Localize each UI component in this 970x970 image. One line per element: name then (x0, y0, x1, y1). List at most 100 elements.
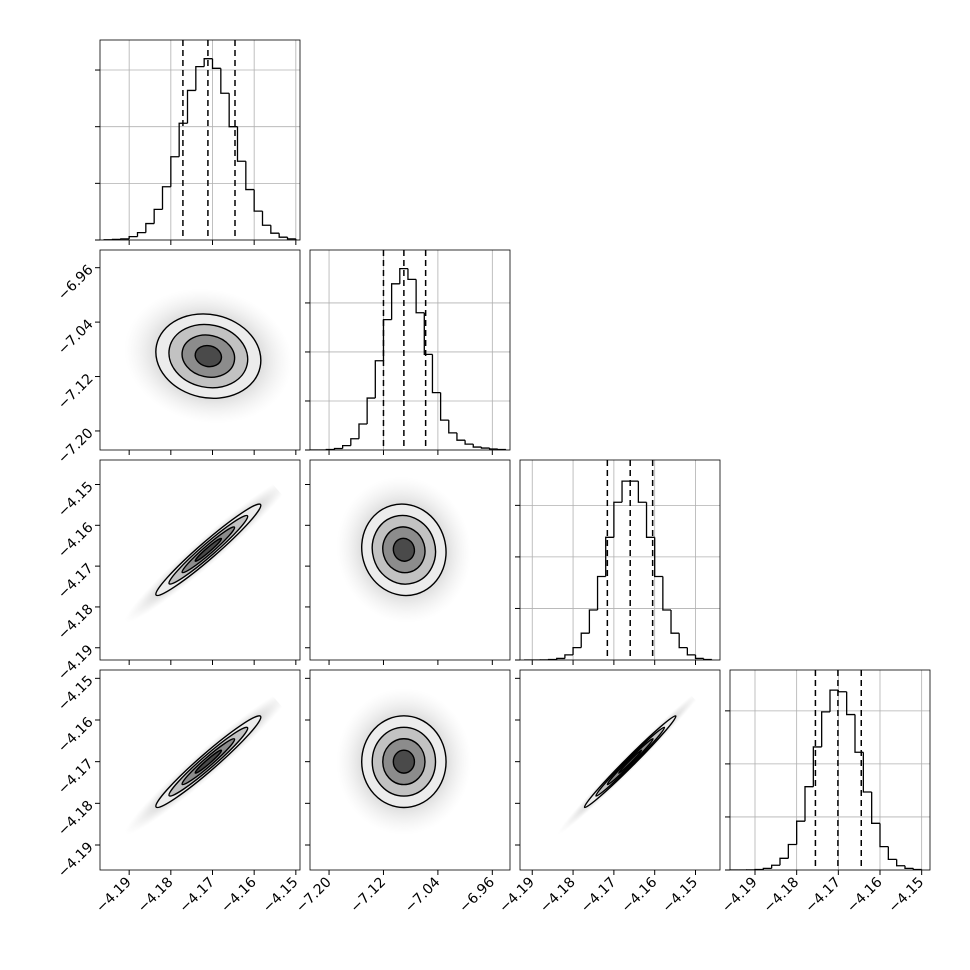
panel-frame (729, 669, 931, 871)
x-tick-label: −4.18 (761, 874, 803, 916)
histogram-bin (605, 536, 614, 577)
histogram-bin (637, 481, 647, 503)
histogram-bin (415, 279, 425, 314)
histogram-bin (480, 447, 490, 449)
histogram-bin (203, 58, 213, 67)
y-tick-label: −4.17 (55, 756, 97, 798)
histogram-bin (211, 58, 221, 69)
histogram-bin (854, 714, 864, 753)
histogram-bin (136, 231, 146, 237)
histogram-bin (862, 752, 872, 793)
contour (392, 749, 416, 774)
histogram-bin (621, 480, 631, 503)
y-tick-label: −7.12 (55, 371, 97, 413)
histogram-bin (887, 846, 897, 861)
histogram-bin (580, 632, 590, 648)
histogram-bin (333, 447, 343, 450)
y-tick-label: −4.16 (55, 520, 97, 562)
histogram-bin (390, 283, 400, 320)
histogram-bin (686, 647, 696, 656)
y-tick-label: −4.15 (55, 479, 97, 521)
x-tick-label: −7.04 (402, 874, 444, 916)
contour (618, 749, 643, 774)
histogram-bin (472, 444, 482, 448)
histogram-bin (399, 267, 408, 284)
y-tick-label: −4.18 (55, 601, 97, 643)
histogram-bin (261, 211, 271, 226)
histogram-bin (703, 658, 712, 660)
x-tick-label: −4.15 (886, 874, 928, 916)
histogram-bin (253, 189, 263, 212)
panel-frame (99, 669, 301, 871)
histogram-bin (787, 843, 797, 859)
histogram-bin (678, 633, 688, 649)
histogram-bin (564, 654, 574, 659)
histogram-bin (588, 609, 598, 634)
panel-frame (99, 39, 301, 241)
histogram-bin (829, 689, 839, 712)
histogram-bin (556, 657, 565, 660)
histogram-bin (236, 126, 246, 162)
histogram-bin (879, 823, 889, 848)
panel-frame (309, 459, 511, 661)
histogram-bin (846, 691, 855, 716)
histogram-bin (228, 93, 238, 128)
x-tick-label: −4.18 (135, 874, 177, 916)
histogram-bin (488, 448, 498, 450)
histogram-bin (771, 864, 780, 869)
histogram-bin (161, 186, 171, 210)
histogram-bin (366, 397, 376, 425)
histogram-bin (654, 537, 663, 578)
histogram-bin (572, 646, 582, 655)
histogram-bin (896, 859, 905, 867)
y-tick-label: −4.19 (55, 642, 97, 684)
panel-frame (519, 669, 721, 871)
panel-frame (99, 249, 301, 451)
histogram-bin (407, 268, 417, 281)
histogram-bin (342, 444, 351, 449)
x-tick-label: −4.18 (537, 874, 579, 916)
x-tick-label: −4.16 (844, 874, 886, 916)
histogram-bin (286, 237, 296, 240)
y-tick-label: −4.17 (55, 560, 97, 602)
histogram-bin (120, 238, 130, 240)
histogram-bin (804, 786, 814, 822)
x-tick-label: −4.19 (93, 874, 135, 916)
x-tick-label: −7.12 (347, 874, 389, 916)
histogram-bin (145, 222, 155, 233)
y-tick-label: −4.16 (55, 714, 97, 756)
y-tick-label: −4.19 (55, 839, 97, 881)
x-tick-label: −4.17 (802, 874, 844, 916)
histogram-bin (613, 501, 623, 538)
panel-frame (309, 249, 511, 451)
contour (194, 537, 223, 562)
histogram-bin (374, 360, 384, 399)
y-tick-label: −4.18 (55, 798, 97, 840)
contour (194, 344, 223, 368)
histogram-bin (245, 161, 255, 191)
x-tick-label: −4.17 (177, 874, 219, 916)
contour (194, 749, 223, 774)
histogram-bin (796, 820, 805, 845)
y-tick-label: −7.04 (55, 316, 97, 358)
histogram-bin (779, 857, 789, 866)
histogram-bin (762, 867, 772, 870)
x-tick-label: −4.15 (660, 874, 702, 916)
histogram-bin (821, 711, 830, 747)
panel-frame (99, 459, 301, 661)
x-tick-label: −4.19 (719, 874, 761, 916)
histogram-bin (278, 233, 288, 238)
histogram-bin (128, 235, 138, 239)
histogram-bin (195, 65, 205, 91)
histogram-bin (431, 354, 441, 394)
x-tick-label: −4.16 (218, 874, 260, 916)
histogram-bin (596, 575, 606, 610)
histogram-bin (439, 392, 449, 421)
x-tick-label: −7.20 (293, 874, 335, 916)
histogram-bin (904, 865, 914, 870)
y-tick-label: −7.20 (55, 425, 97, 467)
histogram-bin (423, 312, 433, 356)
histogram-bin (350, 438, 359, 446)
